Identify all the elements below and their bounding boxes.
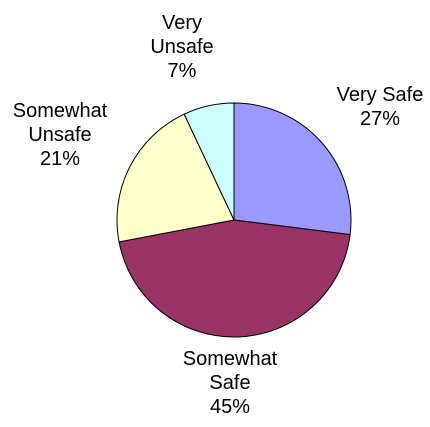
slice-percent: 7%	[168, 60, 197, 82]
slice-percent: 27%	[360, 108, 400, 130]
slice-label-very-unsafe: Very Unsafe 7%	[150, 12, 213, 82]
slice-label-somewhat-safe: Somewhat Safe 45%	[183, 348, 278, 418]
slice-label-text: Very	[162, 12, 202, 34]
slice-label-somewhat-unsafe: Somewhat Unsafe 21%	[13, 100, 108, 170]
pie-slice-very-safe	[233, 102, 352, 236]
slice-percent: 45%	[210, 396, 250, 418]
slice-label-text: Somewhat	[13, 100, 108, 122]
slice-label-text: Safe	[209, 372, 250, 394]
pie-slices	[116, 102, 352, 338]
pie-labels: Very Safe 27%Somewhat Safe 45%Somewhat Unsaf…	[13, 12, 424, 418]
slice-percent: 21%	[40, 148, 80, 170]
slice-label-text: Unsafe	[150, 36, 213, 58]
pie-slice-somewhat-safe	[118, 219, 351, 338]
slice-label-text: Unsafe	[28, 124, 91, 146]
slice-label-very-safe: Very Safe 27%	[337, 84, 424, 130]
slice-label-text: Somewhat	[183, 348, 278, 370]
pie-slice-very-unsafe	[183, 102, 235, 221]
pie-slice-somewhat-unsafe	[116, 113, 235, 243]
slice-label-text: Very Safe	[337, 84, 424, 106]
